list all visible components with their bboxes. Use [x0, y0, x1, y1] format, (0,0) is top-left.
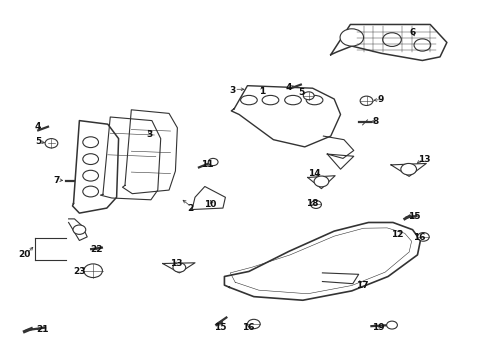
Circle shape	[84, 264, 102, 278]
Text: 16: 16	[242, 323, 255, 332]
Text: 15: 15	[408, 212, 421, 220]
Circle shape	[73, 225, 86, 234]
Text: 19: 19	[372, 323, 385, 332]
Circle shape	[173, 263, 186, 272]
Text: 6: 6	[410, 28, 416, 37]
Text: 9: 9	[377, 95, 384, 104]
Text: 10: 10	[204, 199, 217, 209]
Ellipse shape	[83, 154, 98, 165]
Circle shape	[45, 139, 58, 148]
Text: 12: 12	[391, 230, 403, 239]
Circle shape	[414, 39, 431, 51]
Circle shape	[247, 319, 260, 329]
Text: 18: 18	[306, 199, 319, 207]
Text: 2: 2	[187, 204, 193, 212]
Text: 22: 22	[90, 246, 102, 254]
Circle shape	[314, 176, 329, 187]
Circle shape	[208, 158, 218, 166]
Text: 7: 7	[53, 176, 60, 185]
Circle shape	[303, 92, 314, 100]
Text: 17: 17	[356, 281, 369, 289]
Ellipse shape	[83, 186, 98, 197]
Text: 16: 16	[413, 233, 426, 242]
Ellipse shape	[285, 95, 301, 105]
Text: 1: 1	[259, 87, 265, 96]
Circle shape	[311, 201, 321, 208]
Text: 4: 4	[285, 83, 292, 92]
Text: 21: 21	[36, 325, 49, 333]
Text: 3: 3	[147, 130, 153, 139]
Circle shape	[417, 233, 429, 241]
Circle shape	[383, 33, 401, 46]
Ellipse shape	[306, 95, 323, 105]
Text: 4: 4	[35, 122, 42, 131]
Text: 8: 8	[372, 117, 378, 126]
Text: 20: 20	[18, 250, 31, 259]
Ellipse shape	[83, 170, 98, 181]
Text: 14: 14	[308, 169, 321, 178]
Text: 15: 15	[214, 323, 226, 332]
Text: 13: 13	[417, 155, 430, 163]
Circle shape	[401, 163, 416, 175]
Text: 5: 5	[35, 138, 41, 147]
Circle shape	[340, 29, 364, 46]
Circle shape	[387, 321, 397, 329]
Text: 3: 3	[230, 86, 236, 95]
Text: 11: 11	[201, 160, 214, 169]
Text: 13: 13	[170, 259, 183, 268]
Text: 5: 5	[298, 89, 304, 98]
Ellipse shape	[241, 95, 257, 105]
Circle shape	[360, 96, 373, 105]
Ellipse shape	[83, 137, 98, 148]
Text: 23: 23	[73, 267, 86, 276]
Ellipse shape	[262, 95, 279, 105]
